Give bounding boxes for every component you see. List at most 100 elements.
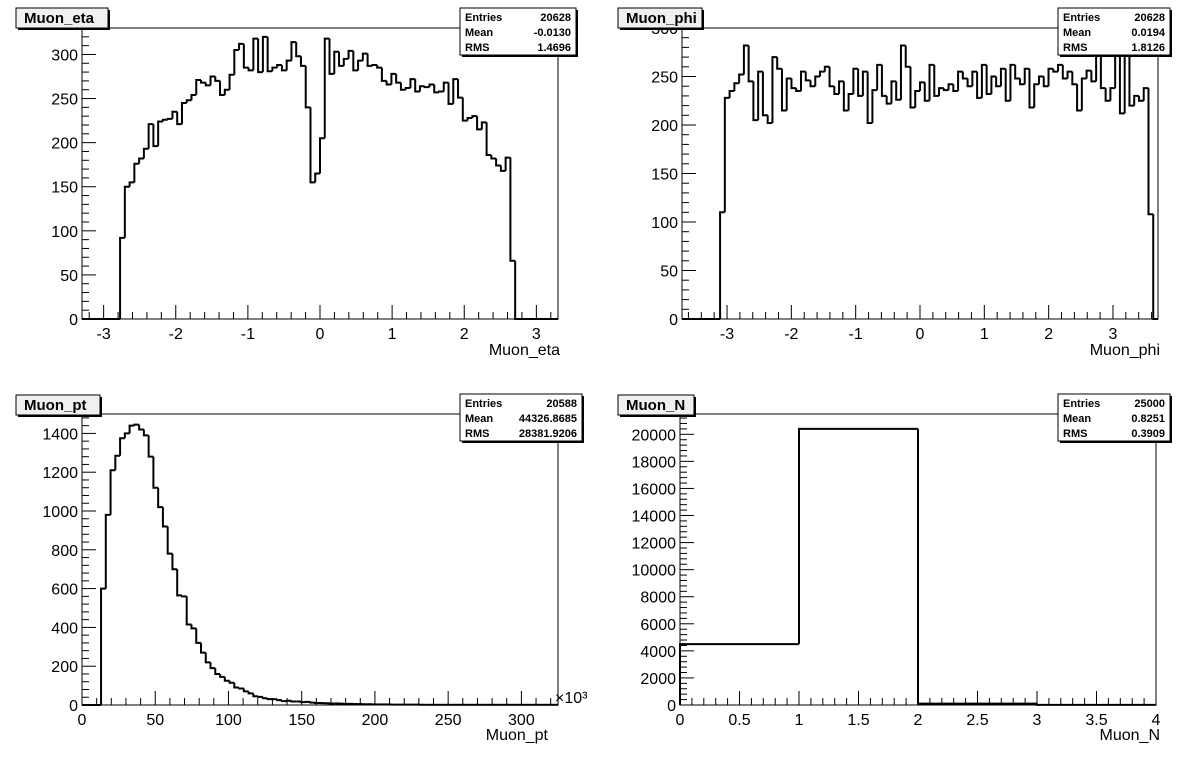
histogram-bin	[1036, 703, 1156, 706]
histogram-bin	[242, 688, 249, 693]
histogram-bin	[114, 454, 121, 471]
x-tick-label: 1	[980, 326, 989, 343]
histogram-bin	[152, 456, 159, 489]
histogram-bin	[138, 424, 144, 431]
histogram-title: Muon_eta	[24, 10, 95, 27]
histogram-bin	[252, 693, 259, 698]
x-tick-label: 0	[316, 326, 325, 343]
histogram-bin	[798, 427, 918, 645]
histogram-bin	[790, 78, 797, 90]
histogram-bin	[447, 82, 454, 105]
histogram-bin	[138, 157, 144, 164]
histogram-bin	[1133, 94, 1139, 106]
y-tick-label: 200	[51, 136, 78, 153]
histogram-bin	[190, 94, 197, 101]
histogram-bin	[328, 38, 335, 75]
y-tick-label: 2000	[640, 671, 676, 688]
histogram-bin	[242, 43, 249, 69]
y-tick-label: 10000	[632, 563, 677, 580]
histogram-bin	[1099, 47, 1106, 90]
title-box	[15, 394, 101, 416]
histogram-bin	[314, 172, 320, 183]
histogram-bin	[280, 65, 287, 72]
stats-label: Entries	[1063, 398, 1100, 410]
histogram-bin	[1004, 68, 1011, 102]
x-tick-label: 2	[1044, 326, 1053, 343]
histogram-bin	[299, 701, 306, 704]
histogram-bin	[800, 70, 806, 92]
histogram-bin	[161, 507, 168, 528]
histogram-bin	[490, 154, 497, 160]
histogram-bin	[342, 57, 349, 66]
histogram-bin	[499, 165, 506, 172]
histogram-bin	[233, 682, 240, 689]
y-tick-label: 800	[51, 543, 78, 560]
histogram-bin	[123, 432, 130, 439]
y-tick-label: 14000	[632, 509, 677, 526]
histogram-bin	[247, 691, 254, 695]
histogram-bin	[142, 147, 149, 159]
histogram-bin	[1085, 69, 1092, 79]
histogram-bin	[917, 428, 1037, 705]
x-tick-label: 0	[78, 712, 87, 729]
histogram-bin	[895, 81, 901, 101]
histogram-bin	[166, 526, 173, 555]
histogram-bin	[723, 96, 730, 213]
histogram-bin	[390, 72, 397, 85]
y-tick-label: 250	[651, 70, 678, 87]
histogram-bin	[209, 75, 216, 86]
y-tick-label: 12000	[632, 536, 677, 553]
histogram-panel-muon-n: 0 2000 4000 6000 8000 10000 12000 14000 16000 180…	[617, 393, 1172, 744]
stats-value: 20628	[540, 12, 571, 24]
histogram-bin	[809, 80, 816, 88]
x-tick-label: 2.5	[966, 712, 988, 729]
histogram-bin	[1066, 70, 1073, 79]
y-tick-label: 0	[667, 698, 676, 715]
stats-value: 20628	[1134, 12, 1165, 24]
histogram-bin	[361, 52, 368, 61]
stats-value: -0.0130	[534, 27, 571, 39]
stats-value: 1.8126	[1131, 42, 1165, 54]
histogram-panel-muon-pt: 0 200 400 600 800 1000 1200 1400 0 50 100 150 200 250…	[15, 393, 588, 744]
histogram-bin	[104, 513, 111, 589]
histogram-bin	[919, 81, 925, 92]
stats-box	[459, 393, 583, 442]
histogram-bin	[842, 81, 849, 112]
histogram-bin	[100, 587, 106, 705]
histogram-bin	[852, 67, 859, 94]
title-box	[617, 394, 695, 416]
stats-box	[459, 7, 577, 56]
histogram-bin	[461, 97, 468, 122]
histogram-bin	[914, 90, 920, 108]
histogram-bin	[1137, 95, 1144, 102]
histogram-bin	[223, 676, 230, 682]
histogram-bin	[990, 75, 997, 94]
x-tick-label: 1.5	[847, 712, 869, 729]
histogram-bin	[780, 68, 787, 112]
histogram-bin	[814, 75, 821, 87]
histogram-bin	[247, 67, 254, 72]
histogram-bin	[119, 236, 125, 319]
histogram-bin	[238, 687, 244, 690]
histogram-bin	[514, 260, 520, 320]
histogram-bin	[747, 45, 754, 83]
histogram-bin	[266, 36, 273, 73]
histogram-bin	[971, 70, 978, 87]
histogram-bin	[909, 66, 916, 109]
histogram-bin	[280, 700, 287, 703]
histogram-bin	[485, 122, 492, 156]
histogram-bin	[166, 117, 173, 120]
x-tick-label: 4	[1152, 712, 1161, 729]
x-axis-multiplier: ×10³	[555, 690, 588, 707]
histogram-bin	[804, 71, 811, 82]
x-tick-label: 1	[388, 326, 397, 343]
x-tick-label: -3	[97, 326, 111, 343]
y-tick-label: 600	[51, 582, 78, 599]
histogram-bin	[171, 110, 178, 119]
x-tick-label: 2	[460, 326, 469, 343]
histogram-bin	[276, 64, 282, 68]
histogram-bin	[1057, 63, 1063, 72]
histogram-bin	[290, 41, 297, 61]
